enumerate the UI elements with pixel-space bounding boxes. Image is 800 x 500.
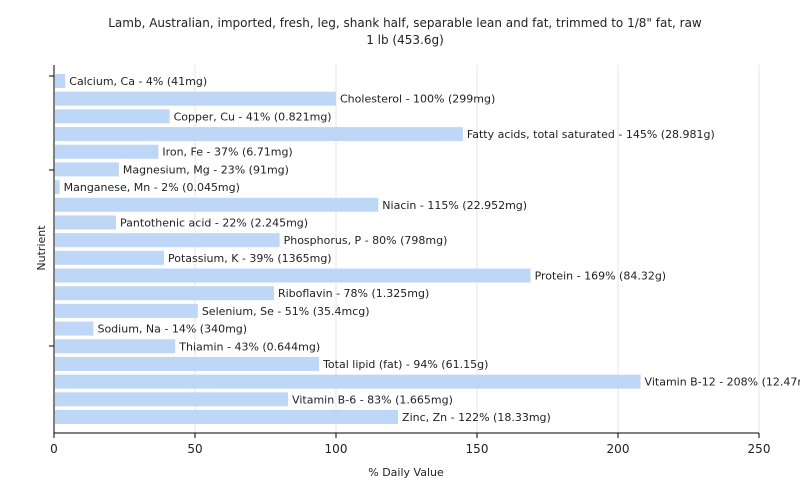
bar-label: Fatty acids, total saturated - 145% (28.… bbox=[467, 128, 715, 141]
bar bbox=[55, 321, 94, 336]
bar bbox=[55, 250, 164, 265]
x-tick-label: 0 bbox=[50, 442, 58, 456]
bar bbox=[55, 286, 274, 301]
bar bbox=[55, 268, 531, 283]
bar-label: Sodium, Na - 14% (340mg) bbox=[97, 323, 247, 336]
bar-label: Zinc, Zn - 122% (18.33mg) bbox=[402, 411, 551, 424]
bar-label: Manganese, Mn - 2% (0.045mg) bbox=[64, 181, 240, 194]
axes-layer bbox=[53, 65, 759, 434]
bar bbox=[55, 144, 159, 159]
bar-label: Phosphorus, P - 80% (798mg) bbox=[284, 234, 448, 247]
x-tick-label: 200 bbox=[607, 442, 630, 456]
x-ticks: 0 50 100 150 200 250 bbox=[50, 433, 770, 456]
bar-label: Copper, Cu - 41% (0.821mg) bbox=[174, 110, 332, 123]
bar bbox=[55, 374, 641, 389]
bar-label: Potassium, K - 39% (1365mg) bbox=[168, 252, 332, 265]
bar bbox=[55, 109, 170, 124]
bar-label: Pantothenic acid - 22% (2.245mg) bbox=[120, 216, 308, 229]
bar bbox=[55, 162, 119, 177]
bar bbox=[55, 197, 379, 212]
bar bbox=[55, 303, 198, 318]
bar bbox=[55, 339, 176, 354]
bar-label: Total lipid (fat) - 94% (61.15g) bbox=[322, 358, 488, 371]
bar-label: Cholesterol - 100% (299mg) bbox=[340, 93, 495, 106]
bar-label: Thiamin - 43% (0.644mg) bbox=[178, 340, 320, 353]
bar bbox=[55, 215, 117, 230]
x-tick-label: 50 bbox=[187, 442, 202, 456]
bar bbox=[55, 127, 463, 142]
bar bbox=[55, 356, 320, 371]
bars-layer bbox=[55, 74, 641, 424]
y-axis-label: Nutrient bbox=[35, 225, 48, 271]
x-tick-label: 100 bbox=[325, 442, 348, 456]
bar-label: Iron, Fe - 37% (6.71mg) bbox=[162, 146, 292, 159]
x-axis-label: % Daily Value bbox=[368, 466, 444, 479]
bar-label: Magnesium, Mg - 23% (91mg) bbox=[123, 163, 289, 176]
bar-label: Niacin - 115% (22.952mg) bbox=[382, 199, 527, 212]
bar-label: Selenium, Se - 51% (35.4mcg) bbox=[202, 305, 370, 318]
bar bbox=[55, 392, 289, 407]
chart-subtitle: 1 lb (453.6g) bbox=[366, 33, 444, 47]
bar bbox=[55, 233, 280, 248]
bar-label: Protein - 169% (84.32g) bbox=[535, 270, 667, 283]
bar-label: Vitamin B-12 - 208% (12.47mcg) bbox=[645, 376, 800, 389]
chart-title: Lamb, Australian, imported, fresh, leg, … bbox=[108, 16, 702, 30]
bar bbox=[55, 410, 399, 424]
bar bbox=[55, 91, 336, 106]
labels-layer: Calcium, Ca - 4% (41mg) Cholesterol - 100… bbox=[64, 75, 800, 424]
bar-label: Vitamin B-6 - 83% (1.665mg) bbox=[292, 393, 453, 406]
bar bbox=[55, 74, 66, 88]
x-tick-label: 150 bbox=[466, 442, 489, 456]
y-ticks bbox=[49, 75, 54, 347]
x-tick-label: 250 bbox=[748, 442, 771, 456]
bar bbox=[55, 180, 60, 195]
grid-layer bbox=[194, 65, 760, 433]
bar-label: Calcium, Ca - 4% (41mg) bbox=[69, 75, 207, 88]
bar-label: Riboflavin - 78% (1.325mg) bbox=[278, 287, 429, 300]
